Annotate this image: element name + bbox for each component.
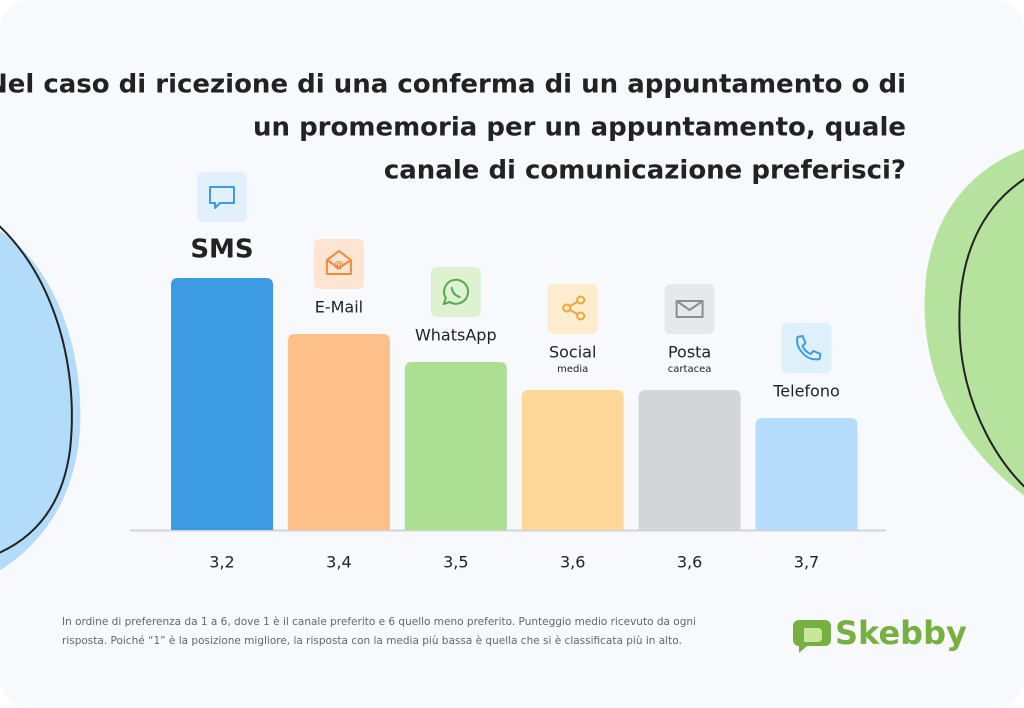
icon-box <box>781 323 832 373</box>
curve-left <box>0 209 73 561</box>
icon-box <box>547 284 598 334</box>
blob-left <box>0 215 81 590</box>
channel-icon <box>197 172 247 222</box>
bar <box>755 418 858 530</box>
bar <box>638 390 741 530</box>
category-label: SMS <box>190 235 253 265</box>
bar <box>287 334 390 530</box>
footnote: risposta. Poiché “1” è la posizione migl… <box>62 635 682 647</box>
channel-icon <box>430 267 481 317</box>
icon-glyph <box>675 300 704 318</box>
bar <box>171 278 273 530</box>
footnote: In ordine di preferenza da 1 a 6, dove 1… <box>62 616 696 628</box>
channel-icon <box>781 323 832 373</box>
channel-icon <box>664 284 715 334</box>
bar <box>404 362 507 530</box>
curve-right <box>958 169 1024 501</box>
title-line: canale di comunicazione preferisci? <box>384 156 906 186</box>
category-label: WhatsApp <box>415 326 497 345</box>
category-label: Social <box>549 343 596 362</box>
category-sublabel: media <box>557 364 588 375</box>
category-label: E-Mail <box>315 298 363 317</box>
icon-glyph <box>325 250 352 275</box>
icon-glyph <box>209 186 235 209</box>
category-sublabel: cartacea <box>668 364 712 375</box>
category-label: Posta <box>668 343 711 362</box>
value-label: 3,6 <box>560 553 585 572</box>
brand: Skebby <box>835 614 967 652</box>
icon-glyph <box>576 311 586 321</box>
value-label: 3,5 <box>443 553 468 572</box>
logo: Skebby <box>793 614 967 653</box>
title-line: un promemoria per un appuntamento, quale <box>253 113 906 143</box>
logo-icon <box>804 628 822 642</box>
icon-glyph <box>796 335 822 361</box>
value-label: 3,7 <box>794 553 819 572</box>
blob-right <box>924 140 1024 520</box>
title: Nel caso di ricezione di una conferma di… <box>0 70 906 186</box>
icon-box <box>430 267 481 317</box>
icon-glyph: @ <box>334 260 344 271</box>
value-label: 3,2 <box>209 553 234 572</box>
icon-glyph <box>442 278 470 305</box>
bar <box>521 390 624 530</box>
value-label: 3,6 <box>677 553 702 572</box>
icon-box <box>197 172 247 222</box>
icon-glyph <box>562 303 572 313</box>
channel-icon: @ <box>313 239 364 289</box>
category-label: Telefono <box>772 382 840 401</box>
icon-glyph <box>576 295 586 305</box>
channel-icon <box>547 284 598 334</box>
icon-box <box>313 239 364 289</box>
title-line: Nel caso di ricezione di una conferma di… <box>0 70 906 100</box>
value-label: 3,4 <box>326 553 351 572</box>
